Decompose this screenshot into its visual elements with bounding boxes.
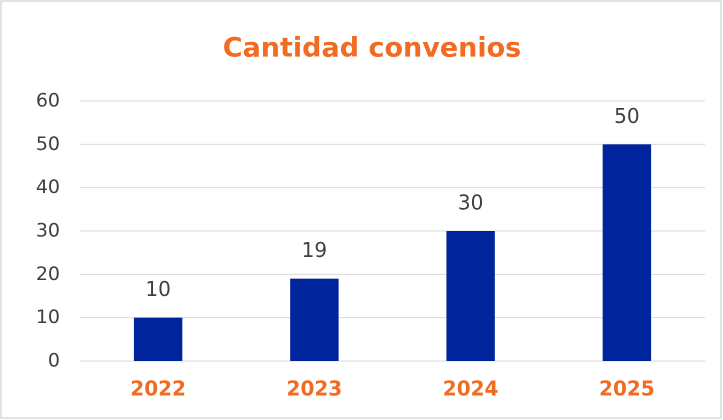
y-tick-label: 50 xyxy=(36,133,60,155)
y-tick-label: 10 xyxy=(36,306,60,328)
y-tick-label: 30 xyxy=(36,220,60,242)
x-tick-label: 2022 xyxy=(130,377,186,401)
data-label: 30 xyxy=(458,191,483,215)
data-label: 19 xyxy=(302,238,327,262)
y-tick-label: 60 xyxy=(36,90,60,112)
y-tick-label: 40 xyxy=(36,176,60,198)
bar xyxy=(290,278,339,361)
bar xyxy=(602,144,652,361)
bar xyxy=(133,317,183,361)
y-tick-label: 20 xyxy=(36,263,60,285)
x-tick-label: 2023 xyxy=(287,377,343,401)
data-label: 50 xyxy=(614,104,639,128)
y-tick-label: 0 xyxy=(48,350,60,372)
x-tick-label: 2025 xyxy=(599,377,655,401)
bar xyxy=(446,231,495,361)
data-label: 10 xyxy=(145,277,170,301)
x-tick-label: 2024 xyxy=(443,377,499,401)
chart-title: Cantidad convenios xyxy=(223,33,521,64)
